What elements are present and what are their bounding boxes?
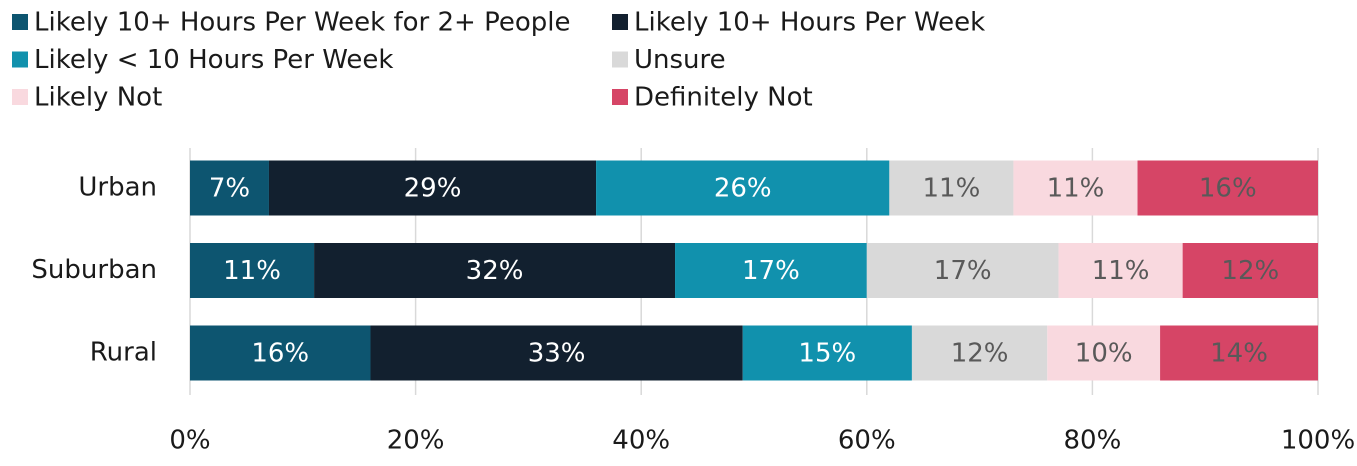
legend-label: Likely 10+ Hours Per Week xyxy=(634,8,985,38)
value-label: 17% xyxy=(742,256,800,286)
value-label: 11% xyxy=(1092,256,1150,286)
value-label: 17% xyxy=(934,256,992,286)
value-label: 12% xyxy=(1221,256,1279,286)
bar-segment xyxy=(190,243,315,298)
bar-segment xyxy=(1058,243,1183,298)
bar-segment xyxy=(1137,160,1318,216)
value-label: 10% xyxy=(1075,339,1133,369)
bar-segment xyxy=(190,160,269,216)
x-tick-label: 40% xyxy=(612,426,670,456)
x-tick-label: 0% xyxy=(169,426,210,456)
bar-segment xyxy=(370,325,743,381)
x-tick-label: 60% xyxy=(838,426,896,456)
bar-segment xyxy=(596,160,890,216)
legend-swatch xyxy=(12,89,28,105)
legend-swatch xyxy=(612,14,628,30)
legend-label: Likely Not xyxy=(34,83,162,113)
bar-segment xyxy=(911,325,1048,381)
y-tick-label: Rural xyxy=(90,338,157,368)
legend-label: Definitely Not xyxy=(634,83,813,113)
legend-label: Likely 10+ Hours Per Week for 2+ People xyxy=(34,8,570,38)
legend-swatch xyxy=(12,51,28,68)
x-tick-label: 20% xyxy=(387,426,445,456)
value-label: 16% xyxy=(251,339,309,369)
bar-segment xyxy=(1182,243,1318,298)
value-label: 7% xyxy=(209,174,250,204)
legend-label: Unsure xyxy=(634,45,726,75)
x-tick-label: 80% xyxy=(1064,426,1122,456)
value-label: 11% xyxy=(923,174,981,204)
bar-segment xyxy=(675,243,867,298)
value-label: 11% xyxy=(1047,174,1105,204)
bar-segment xyxy=(866,243,1059,298)
value-label: 33% xyxy=(528,339,586,369)
legend-label: Likely < 10 Hours Per Week xyxy=(34,45,393,75)
value-label: 29% xyxy=(404,174,462,204)
bar-segment xyxy=(889,160,1014,216)
bar-segment xyxy=(268,160,597,216)
y-tick-label: Suburban xyxy=(31,255,157,285)
x-tick-label: 100% xyxy=(1281,426,1355,456)
value-label: 26% xyxy=(714,174,772,204)
bar-segment xyxy=(314,243,676,298)
value-label: 16% xyxy=(1199,174,1257,204)
bar-segment xyxy=(190,325,371,381)
value-label: 11% xyxy=(223,256,281,286)
bar-segment xyxy=(1047,325,1161,381)
y-tick-label: Urban xyxy=(78,173,157,203)
bar-segment xyxy=(742,325,912,381)
value-label: 32% xyxy=(466,256,524,286)
legend-swatch xyxy=(612,89,628,105)
legend-swatch xyxy=(12,14,28,30)
bar-segment xyxy=(1160,325,1318,381)
legend-swatch xyxy=(612,51,628,68)
value-label: 14% xyxy=(1210,339,1268,369)
value-label: 15% xyxy=(798,339,856,369)
bar-segment xyxy=(1013,160,1138,216)
value-label: 12% xyxy=(951,339,1009,369)
